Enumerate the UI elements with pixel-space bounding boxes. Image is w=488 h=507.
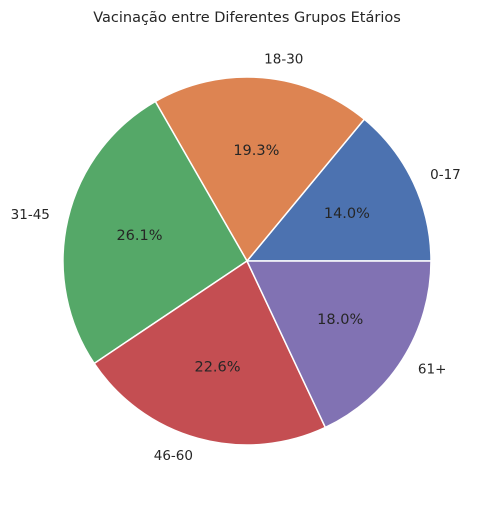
pie-slice-18-30 [154,76,366,262]
category-label-31-45: 31-45 [11,207,50,223]
percent-label-61+: 18.0% [317,312,363,328]
category-label-46-60: 46-60 [154,448,193,464]
pie-slice-31-45 [62,100,248,365]
category-label-61+: 61+ [418,361,447,377]
pie-labels: 14.0% 0-17 19.3% 18-30 26.1% 31-45 22.6% 46-60 1… [11,51,461,464]
percent-label-31-45: 26.1% [116,228,162,244]
category-label-0-17: 0-17 [430,167,461,183]
pie-slices [62,76,432,446]
pie-slice-46-60 [93,260,327,446]
chart-title: Vacinação entre Diferentes Grupos Etário… [93,10,401,26]
percent-label-18-30: 19.3% [233,143,279,159]
pie-slice-0-17 [246,118,432,262]
category-label-18-30: 18-30 [264,51,303,67]
pie-slice-61+ [246,260,432,429]
percent-label-0-17: 14.0% [324,206,370,222]
percent-label-46-60: 22.6% [194,359,240,375]
